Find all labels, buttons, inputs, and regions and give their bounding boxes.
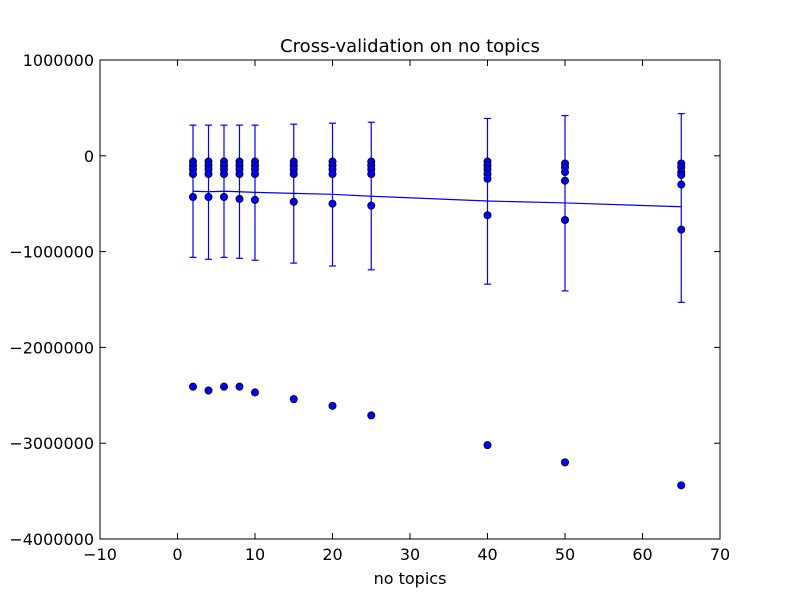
- data-point: [367, 201, 376, 210]
- data-point: [188, 170, 197, 179]
- x-tick-label: 20: [322, 545, 342, 564]
- data-point: [289, 395, 298, 404]
- data-point: [367, 411, 376, 420]
- y-tick-label: −1000000: [9, 243, 94, 262]
- chart-title: Cross-validation on no topics: [280, 36, 540, 57]
- y-tick-label: 1000000: [23, 51, 94, 70]
- data-point: [677, 170, 686, 179]
- data-point: [219, 170, 228, 179]
- x-tick-label: 30: [400, 545, 420, 564]
- data-point: [250, 195, 259, 204]
- data-point: [235, 194, 244, 203]
- data-point: [250, 388, 259, 397]
- error-bar: [189, 124, 197, 258]
- data-point: [561, 458, 570, 467]
- data-point: [204, 170, 213, 179]
- error-bar: [561, 114, 569, 292]
- y-tick-label: 0: [84, 147, 94, 166]
- data-point: [204, 192, 213, 201]
- data-point: [483, 211, 492, 220]
- data-point: [289, 170, 298, 179]
- error-bar: [329, 122, 336, 267]
- x-tick-label: 40: [477, 545, 497, 564]
- error-bar: [484, 117, 491, 285]
- x-tick-label: 60: [632, 545, 652, 564]
- data-point: [188, 192, 197, 201]
- error-bar: [290, 123, 298, 264]
- error-bar: [677, 113, 685, 303]
- y-tick-label: −4000000: [9, 530, 94, 549]
- y-tick-label: −2000000: [9, 338, 94, 357]
- data-point: [561, 215, 570, 224]
- data-point: [483, 174, 492, 183]
- error-bar: [367, 121, 375, 271]
- data-point: [677, 225, 686, 234]
- x-axis: −10 0 10 20 30 40 50 60 70: [83, 60, 730, 564]
- data-point: [677, 481, 686, 490]
- x-tick-label: 0: [172, 545, 182, 564]
- plot-area: [99, 59, 721, 540]
- data-point: [204, 386, 213, 395]
- error-bar: [220, 124, 228, 258]
- data-point: [250, 170, 259, 179]
- data-point: [219, 192, 228, 201]
- x-tick-label: 50: [555, 545, 575, 564]
- data-point: [677, 180, 686, 189]
- data-point: [328, 170, 337, 179]
- error-bar: [251, 124, 259, 261]
- data-point: [328, 401, 337, 410]
- data-point: [235, 382, 244, 391]
- data-point: [367, 170, 376, 179]
- x-tick-label: 70: [710, 545, 730, 564]
- y-axis: −4000000 −3000000 −2000000 −1000000 0 1000000: [9, 51, 720, 549]
- data-point: [235, 170, 244, 179]
- error-bar: [205, 124, 212, 260]
- data-point: [483, 441, 492, 450]
- data-point: [219, 382, 228, 391]
- y-tick-label: −3000000: [9, 434, 94, 453]
- data-point: [561, 168, 570, 177]
- data-point: [188, 382, 197, 391]
- data-point: [561, 176, 570, 185]
- data-point: [289, 197, 298, 206]
- error-bar: [236, 124, 243, 259]
- x-tick-label: −10: [83, 545, 117, 564]
- x-axis-label: no topics: [374, 569, 447, 588]
- x-tick-label: 10: [245, 545, 265, 564]
- data-point: [328, 199, 337, 208]
